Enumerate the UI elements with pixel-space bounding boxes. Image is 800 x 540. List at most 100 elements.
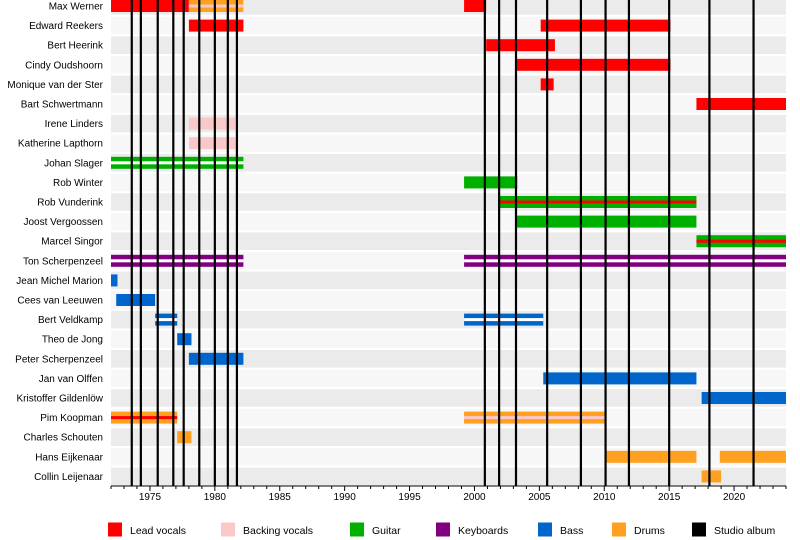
member-label: Hans Eijkenaar [35,452,103,463]
member-label: Irene Linders [45,119,103,130]
row-stripe [111,271,786,290]
secondary-role-stripe [111,161,244,165]
membership-bar [111,0,189,12]
member-label: Jean Michel Marion [16,276,103,287]
member-label: Max Werner [49,2,104,13]
membership-bar [188,19,244,32]
member-label: Kristoffer Gildenlöw [16,394,103,405]
secondary-role-stripe [188,4,244,8]
legend-swatch [436,522,450,537]
row-stripe [111,134,786,152]
legend-swatch [538,522,552,537]
member-label: Peter Scherpenzeel [15,354,103,365]
x-tick-label: 2020 [723,492,746,503]
row-stripes [111,0,786,486]
legend-label: Keyboards [458,525,508,537]
member-label: Ton Scherpenzeel [23,256,103,267]
row-stripe [111,75,786,94]
member-label: Rob Vunderink [37,198,104,209]
member-label: Theo de Jong [42,335,103,346]
x-tick-label: 2005 [528,492,551,503]
row-stripe [111,428,786,446]
legend-swatch [612,522,626,537]
member-label: Edward Reekers [29,21,103,32]
x-axis: 1975 1980 1985 1990 1995 2000 2005 2010 2015 2020 [110,485,787,503]
x-tick-label: 1975 [139,492,162,503]
membership-bar [486,39,555,52]
secondary-role-stripe [464,416,606,420]
legend-swatch [221,522,235,537]
membership-bar [111,274,118,287]
membership-bar [543,372,697,385]
membership-bar [464,0,487,12]
member-label: Johan Slager [44,158,104,169]
x-tick-label: 1985 [269,492,292,503]
member-labels: Max Werner Edward Reekers Bert Heerink Cind… [7,2,104,483]
legend-label: Bass [560,525,583,537]
member-label: Joost Vergoossen [24,217,104,228]
row-stripe [111,0,786,15]
x-tick-label: 2000 [463,492,486,503]
legend-label: Backing vocals [243,525,313,537]
membership-bars [111,0,786,483]
row-stripe [111,330,786,348]
row-stripe [111,114,786,133]
row-stripe [111,310,786,329]
secondary-role-stripe [111,259,244,263]
member-label: Cees van Leeuwen [17,296,103,307]
membership-bar [464,176,518,189]
member-label: Katherine Lapthorn [18,139,103,150]
membership-bar [516,58,671,71]
member-label: Charles Schouten [24,433,104,444]
row-stripe [111,56,786,74]
row-stripe [111,95,786,113]
x-tick-label: 1995 [398,492,421,503]
row-stripe [111,467,786,486]
x-tick-label: 1990 [334,492,357,503]
row-stripe [111,291,786,309]
legend: Lead vocals Backing vocals Guitar Keyboards… [108,522,776,537]
studio-album-lines [130,0,755,486]
secondary-role-stripe [464,259,786,263]
member-label: Jan van Olffen [39,374,103,385]
legend-label: Studio album [714,525,776,537]
member-label: Bert Veldkamp [38,315,103,326]
row-stripe [111,408,786,427]
membership-bar [605,450,697,463]
membership-bar [701,392,786,404]
legend-label: Drums [634,525,665,537]
legend-label: Guitar [372,525,401,537]
membership-bar [696,98,786,110]
member-label: Bart Schwertmann [21,100,103,111]
secondary-role-stripe [499,200,697,204]
row-stripe [111,232,786,250]
legend-swatch [692,522,706,537]
member-label: Marcel Singor [41,237,103,248]
member-label: Monique van der Ster [7,80,103,91]
member-label: Rob Winter [53,178,104,189]
membership-bar [188,117,236,130]
x-tick-label: 2015 [658,492,681,503]
x-tick-label: 2010 [593,492,616,503]
row-stripe [111,154,786,172]
row-stripe [111,389,786,407]
membership-bar [116,294,156,306]
membership-bar [188,137,236,150]
row-stripe [111,350,786,368]
member-label: Cindy Oudshoorn [25,60,103,71]
secondary-role-stripe [696,239,786,243]
membership-bar [188,352,244,365]
legend-swatch [108,522,122,537]
legend-label: Lead vocals [130,525,186,537]
member-label: Bert Heerink [47,41,104,52]
x-tick-label: 1980 [204,492,227,503]
member-label: Pim Koopman [40,413,103,424]
legend-swatch [350,522,364,537]
membership-bar [701,470,722,483]
row-stripe [111,36,786,54]
secondary-role-stripe [111,416,178,420]
secondary-role-stripe [155,318,178,322]
row-stripe [111,173,786,192]
member-label: Collin Leijenaar [34,472,104,483]
